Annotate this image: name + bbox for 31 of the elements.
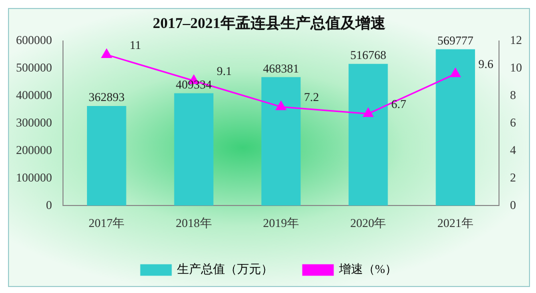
data-label: 569777 — [437, 33, 474, 48]
y-tick-label: 600000 — [16, 33, 52, 48]
data-label: 7.2 — [304, 90, 319, 104]
y-tick-label: 400000 — [16, 88, 52, 102]
x-tick-label: 2020年 — [350, 216, 386, 230]
y-tick-label: 500000 — [16, 60, 52, 75]
y2-tick-label: 2 — [510, 170, 516, 184]
data-label: 9.1 — [216, 64, 232, 78]
x-tick-label: 2017年 — [88, 216, 125, 230]
x-tick-label: 2019年 — [263, 216, 299, 230]
y-tick-label: 300000 — [16, 115, 52, 130]
legend-label: 增速（%） — [338, 262, 397, 276]
y2-tick-label: 4 — [510, 142, 516, 157]
data-label: 362893 — [88, 90, 125, 104]
y2-tick-label: 8 — [510, 88, 516, 102]
y2-tick-label: 10 — [510, 60, 522, 75]
data-label: 9.6 — [478, 57, 494, 72]
data-label: 516768 — [350, 48, 386, 62]
data-label: 6.7 — [391, 96, 406, 111]
y-tick-label: 0 — [46, 198, 52, 212]
y2-tick-label: 12 — [510, 33, 522, 48]
y-tick-label: 100000 — [16, 170, 52, 184]
data-label: 468381 — [263, 61, 299, 76]
y-tick-label: 200000 — [16, 142, 52, 157]
x-tick-label: 2018年 — [176, 216, 212, 230]
y2-tick-label: 0 — [510, 198, 516, 212]
data-label: 11 — [130, 38, 142, 52]
x-tick-label: 2021年 — [437, 216, 474, 230]
legend-label: 生产总值（万元） — [177, 262, 273, 276]
chart-title: 2017–2021年孟连县生产总值及增速 — [152, 14, 386, 32]
y2-tick-label: 6 — [510, 115, 516, 130]
